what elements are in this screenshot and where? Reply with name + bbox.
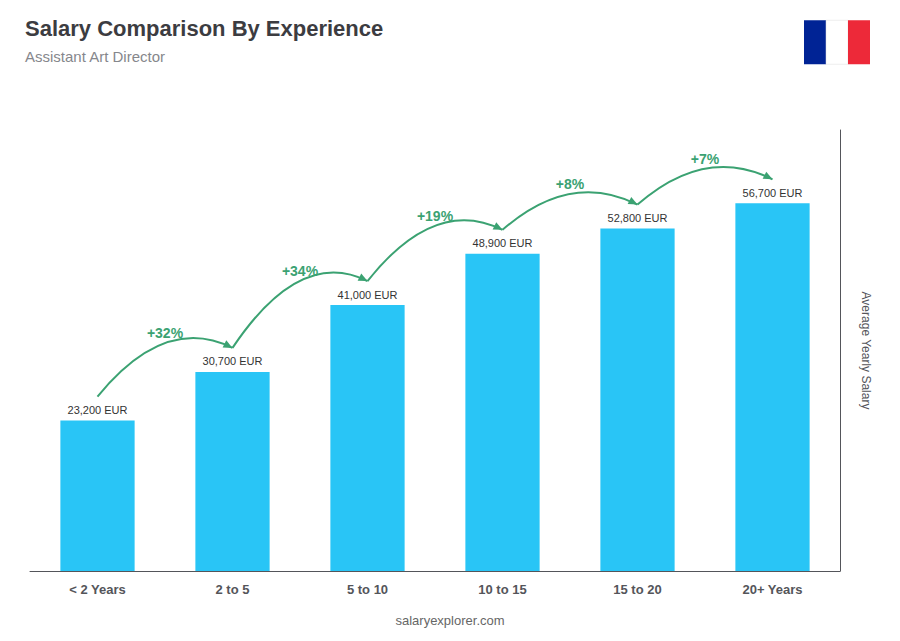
svg-text:Average Yearly Salary: Average Yearly Salary <box>859 292 873 410</box>
svg-text:10 to 15: 10 to 15 <box>478 582 526 597</box>
svg-text:+34%: +34% <box>282 263 319 279</box>
svg-text:48,900 EUR: 48,900 EUR <box>473 237 533 249</box>
svg-text:52,800 EUR: 52,800 EUR <box>608 212 668 224</box>
svg-text:15 to 20: 15 to 20 <box>613 582 661 597</box>
svg-text:+7%: +7% <box>691 151 720 167</box>
svg-text:Assistant Art Director: Assistant Art Director <box>25 48 165 65</box>
svg-text:< 2 Years: < 2 Years <box>69 582 126 597</box>
svg-text:41,000 EUR: 41,000 EUR <box>338 289 398 301</box>
svg-text:2 to 5: 2 to 5 <box>216 582 250 597</box>
svg-text:23,200 EUR: 23,200 EUR <box>68 404 128 416</box>
svg-text:5 to 10: 5 to 10 <box>347 582 388 597</box>
svg-text:salaryexplorer.com: salaryexplorer.com <box>395 613 504 628</box>
svg-text:Salary Comparison By Experienc: Salary Comparison By Experience <box>25 16 383 41</box>
svg-text:30,700 EUR: 30,700 EUR <box>203 355 263 367</box>
svg-text:20+ Years: 20+ Years <box>742 582 802 597</box>
svg-text:+19%: +19% <box>417 208 454 224</box>
svg-text:+8%: +8% <box>556 176 585 192</box>
svg-text:56,700 EUR: 56,700 EUR <box>743 187 803 199</box>
svg-text:+32%: +32% <box>147 325 184 341</box>
